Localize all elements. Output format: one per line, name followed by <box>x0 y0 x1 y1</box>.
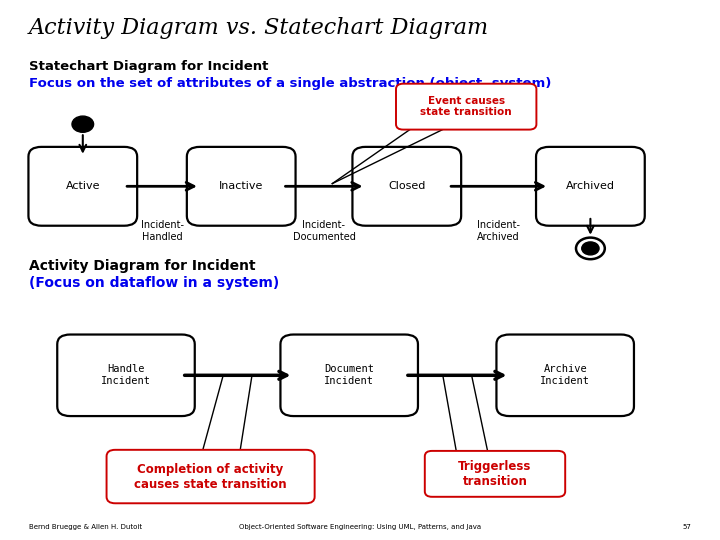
FancyBboxPatch shape <box>187 147 296 226</box>
Text: Incident-
Handled: Incident- Handled <box>140 220 184 242</box>
FancyBboxPatch shape <box>425 451 565 497</box>
Circle shape <box>582 242 599 255</box>
Text: Incident-
Documented: Incident- Documented <box>292 220 356 242</box>
FancyBboxPatch shape <box>497 334 634 416</box>
Text: Event causes
state transition: Event causes state transition <box>420 96 512 117</box>
Text: Triggerless
transition: Triggerless transition <box>459 460 531 488</box>
FancyBboxPatch shape <box>280 334 418 416</box>
Text: Document
Incident: Document Incident <box>324 364 374 386</box>
Text: Focus on the set of attributes of a single abstraction (object, system): Focus on the set of attributes of a sing… <box>29 77 552 90</box>
Text: Handle
Incident: Handle Incident <box>101 364 151 386</box>
FancyBboxPatch shape <box>536 147 645 226</box>
Text: Activity Diagram vs. Statechart Diagram: Activity Diagram vs. Statechart Diagram <box>29 17 489 39</box>
FancyBboxPatch shape <box>352 147 461 226</box>
Text: (Focus on dataflow in a system): (Focus on dataflow in a system) <box>29 276 279 291</box>
FancyBboxPatch shape <box>396 84 536 130</box>
FancyBboxPatch shape <box>29 147 137 226</box>
Text: 57: 57 <box>683 524 691 530</box>
Text: Inactive: Inactive <box>219 181 264 191</box>
FancyBboxPatch shape <box>107 450 315 503</box>
Text: Archive
Incident: Archive Incident <box>540 364 590 386</box>
Text: Bernd Bruegge & Allen H. Dutoit: Bernd Bruegge & Allen H. Dutoit <box>29 524 142 530</box>
Text: Object-Oriented Software Engineering: Using UML, Patterns, and Java: Object-Oriented Software Engineering: Us… <box>239 524 481 530</box>
FancyBboxPatch shape <box>57 334 194 416</box>
Text: Archived: Archived <box>566 181 615 191</box>
Text: Completion of activity
causes state transition: Completion of activity causes state tran… <box>135 463 287 490</box>
Text: Activity Diagram for Incident: Activity Diagram for Incident <box>29 259 256 273</box>
Text: Statechart Diagram for Incident: Statechart Diagram for Incident <box>29 60 268 73</box>
Circle shape <box>72 116 94 132</box>
Text: Active: Active <box>66 181 100 191</box>
Text: Incident-
Archived: Incident- Archived <box>477 220 520 242</box>
Text: Closed: Closed <box>388 181 426 191</box>
